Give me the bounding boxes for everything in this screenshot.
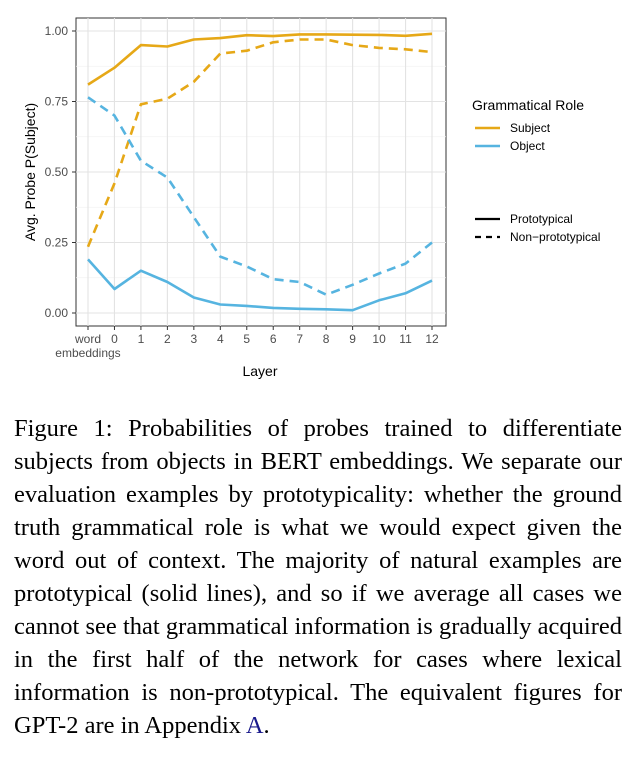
figure-chart: 0.00 0.25 0.50 0.75 1.00 word embeddings 0 1 2 3 4… xyxy=(22,17,600,379)
figure-caption: Figure 1: Probabilities of probes traine… xyxy=(14,412,622,742)
caption-end: . xyxy=(263,712,270,739)
y-tick-label: 1.00 xyxy=(45,24,69,38)
y-axis-title: Avg. Probe P(Subject) xyxy=(22,103,38,241)
x-tick-label: 9 xyxy=(349,332,356,346)
legend-title: Grammatical Role xyxy=(472,97,584,113)
series-line-object-non-prototypical xyxy=(87,96,433,296)
x-tick-label: 6 xyxy=(270,332,277,346)
x-tick-label: 3 xyxy=(191,332,198,346)
caption-text: Figure 1: Probabilities of probes traine… xyxy=(14,415,622,739)
series-line-subject-prototypical xyxy=(87,32,433,86)
x-tick-label: 10 xyxy=(372,332,386,346)
x-axis-title: Layer xyxy=(242,363,277,379)
x-tick-label: 11 xyxy=(399,332,412,346)
y-tick-label: 0.25 xyxy=(45,236,69,250)
legend: Grammatical Role Subject Object Prototypic… xyxy=(472,97,600,244)
x-tick-label: 4 xyxy=(217,332,224,346)
x-tick-label: word xyxy=(74,332,101,346)
x-tick-label: 7 xyxy=(296,332,303,346)
legend-label-non-prototypical: Non−prototypical xyxy=(510,230,600,244)
x-tick-label: 2 xyxy=(164,332,171,346)
x-tick-label: 1 xyxy=(138,332,145,346)
legend-label-subject: Subject xyxy=(510,121,551,135)
x-tick-label: 0 xyxy=(111,332,118,346)
legend-label-prototypical: Prototypical xyxy=(510,212,573,226)
appendix-link[interactable]: A xyxy=(245,712,264,739)
series-line-subject-non-prototypical xyxy=(86,38,433,248)
series-line-object-prototypical xyxy=(87,258,433,312)
x-tick-label: 5 xyxy=(243,332,250,346)
y-tick-label: 0.50 xyxy=(45,165,69,179)
legend-label-object: Object xyxy=(510,139,545,153)
x-tick-label: 12 xyxy=(425,332,439,346)
x-tick-label: embeddings xyxy=(55,346,120,360)
y-tick-label: 0.75 xyxy=(45,95,69,109)
x-tick-label: 8 xyxy=(323,332,330,346)
y-tick-label: 0.00 xyxy=(45,306,69,320)
